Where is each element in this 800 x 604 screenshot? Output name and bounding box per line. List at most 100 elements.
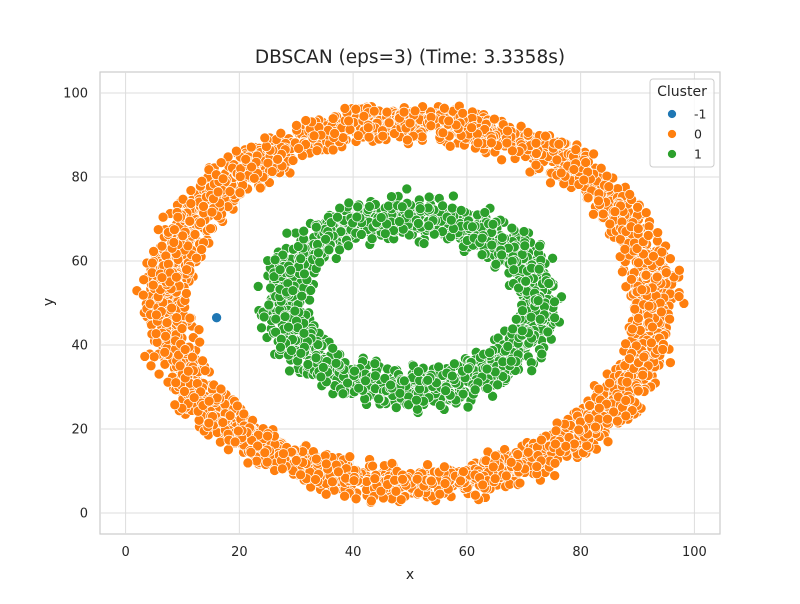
scatter-point-cluster-0 — [411, 473, 423, 485]
scatter-point-cluster-1 — [310, 221, 322, 233]
scatter-point-cluster-0 — [261, 141, 272, 152]
x-tick-label: 0 — [121, 545, 129, 560]
scatter-point-cluster-0 — [404, 117, 416, 129]
scatter-point-cluster-0 — [195, 217, 207, 228]
scatter-point-cluster-0 — [632, 201, 643, 213]
scatter-point-cluster-0 — [147, 257, 158, 269]
scatter-point-cluster-0 — [184, 312, 196, 324]
scatter-point-cluster-0 — [489, 473, 501, 485]
chart-title: DBSCAN (eps=3) (Time: 3.3358s) — [255, 47, 565, 68]
scatter-point-cluster-0 — [570, 144, 582, 156]
scatter-point-cluster-0 — [320, 458, 332, 470]
scatter-point-cluster-0 — [390, 485, 402, 497]
scatter-point-cluster-0 — [657, 344, 669, 355]
scatter-point-cluster-0 — [344, 451, 356, 463]
scatter-point-cluster-0 — [150, 328, 162, 339]
scatter-point-cluster-1 — [487, 218, 499, 230]
scatter-point-cluster-1 — [320, 233, 331, 245]
scatter-point-cluster-1 — [423, 220, 435, 232]
scatter-point-cluster-0 — [514, 477, 526, 489]
scatter-point-cluster-0 — [290, 455, 302, 466]
scatter-point-cluster-0 — [601, 170, 613, 182]
scatter-point-cluster-1 — [317, 362, 329, 373]
scatter-point-cluster-0 — [643, 300, 655, 312]
scatter-point-cluster-0 — [278, 448, 289, 459]
scatter-point-cluster-0 — [443, 115, 455, 127]
scatter-point-cluster-1 — [492, 379, 503, 391]
scatter-point-cluster-1 — [490, 258, 502, 270]
scatter-point-cluster-0 — [153, 368, 165, 380]
scatter-point-cluster-0 — [425, 120, 437, 132]
scatter-point-cluster-0 — [536, 434, 547, 446]
scatter-point-cluster-0 — [551, 154, 563, 166]
y-tick-label: 20 — [71, 423, 88, 438]
scatter-point-cluster-1 — [496, 232, 508, 243]
scatter-point-cluster-0 — [169, 399, 181, 411]
scatter-point-cluster-1 — [390, 402, 402, 413]
scatter-point-cluster-1 — [263, 299, 275, 311]
y-tick-label: 100 — [63, 87, 88, 102]
scatter-point-cluster-1 — [396, 201, 408, 213]
scatter-point-cluster-0 — [466, 122, 477, 134]
scatter-point-cluster-0 — [457, 107, 469, 119]
scatter-point-cluster-1 — [534, 240, 545, 252]
scatter-point-cluster-0 — [531, 148, 542, 159]
scatter-point-cluster-0 — [358, 110, 370, 122]
scatter-point-cluster-1 — [373, 393, 384, 405]
scatter-point-cluster-1 — [508, 264, 520, 276]
y-tick-label: 0 — [80, 507, 88, 522]
legend-marker-1 — [667, 149, 677, 159]
scatter-point-cluster-0 — [182, 365, 194, 377]
scatter-point-cluster-0 — [179, 344, 191, 355]
scatter-point-cluster-1 — [413, 366, 424, 377]
scatter-point-cluster-0 — [626, 273, 637, 285]
x-axis-label: x — [406, 567, 414, 583]
scatter-point-cluster-0 — [199, 365, 211, 376]
scatter-point-cluster-1 — [469, 384, 481, 396]
scatter-point-cluster-0 — [549, 470, 561, 481]
scatter-point-cluster-1 — [351, 211, 363, 223]
scatter-point-cluster-0 — [320, 488, 332, 500]
scatter-point-cluster-0 — [197, 355, 208, 367]
scatter-point-cluster-0 — [665, 253, 676, 265]
scatter-point-cluster-0 — [597, 208, 609, 220]
scatter-point-cluster-0 — [251, 455, 263, 467]
scatter-point-cluster-1 — [518, 226, 530, 237]
scatter-point-cluster-1 — [279, 311, 291, 322]
scatter-point-cluster-0 — [581, 440, 593, 452]
legend: Cluster -101 — [649, 78, 715, 168]
scatter-point-cluster-0 — [609, 206, 621, 218]
scatter-point-cluster-1 — [314, 256, 326, 268]
scatter-point-cluster-0 — [624, 189, 636, 200]
scatter-point-cluster-0 — [172, 211, 184, 223]
scatter-point-cluster-0 — [673, 291, 685, 302]
scatter-point-cluster-1 — [315, 371, 327, 383]
scatter-point-cluster-0 — [151, 309, 162, 321]
scatter-point-cluster-0 — [664, 313, 675, 325]
scatter-point-cluster-0 — [530, 159, 542, 171]
scatter-point-cluster-0 — [367, 460, 378, 472]
scatter-point-cluster-1 — [505, 355, 517, 367]
scatter-point-cluster-0 — [138, 274, 150, 286]
scatter-point-cluster-1 — [542, 326, 554, 338]
scatter-point-cluster-0 — [224, 186, 236, 197]
scatter-point-cluster-0 — [277, 463, 288, 475]
scatter-point-cluster-1 — [337, 388, 349, 400]
scatter-point-cluster-0 — [139, 351, 151, 362]
legend-marker-0 — [667, 129, 677, 139]
scatter-point-cluster-0 — [602, 413, 613, 425]
scatter-point-cluster-0 — [287, 155, 299, 166]
scatter-point-cluster-1 — [448, 190, 459, 202]
scatter-point-cluster-1 — [296, 290, 308, 302]
scatter-point-cluster-0 — [458, 466, 469, 478]
scatter-point-cluster-1 — [517, 305, 528, 317]
scatter-point-cluster-0 — [168, 237, 180, 248]
scatter-point-cluster-1 — [284, 365, 295, 377]
scatter-point-cluster-1 — [383, 200, 394, 212]
scatter-point-cluster-0 — [637, 369, 649, 381]
x-tick-label: 80 — [572, 545, 589, 560]
scatter-point-cluster-1 — [533, 263, 545, 275]
scatter-point-cluster-0 — [620, 395, 632, 406]
cluster-0-points — [131, 100, 690, 508]
